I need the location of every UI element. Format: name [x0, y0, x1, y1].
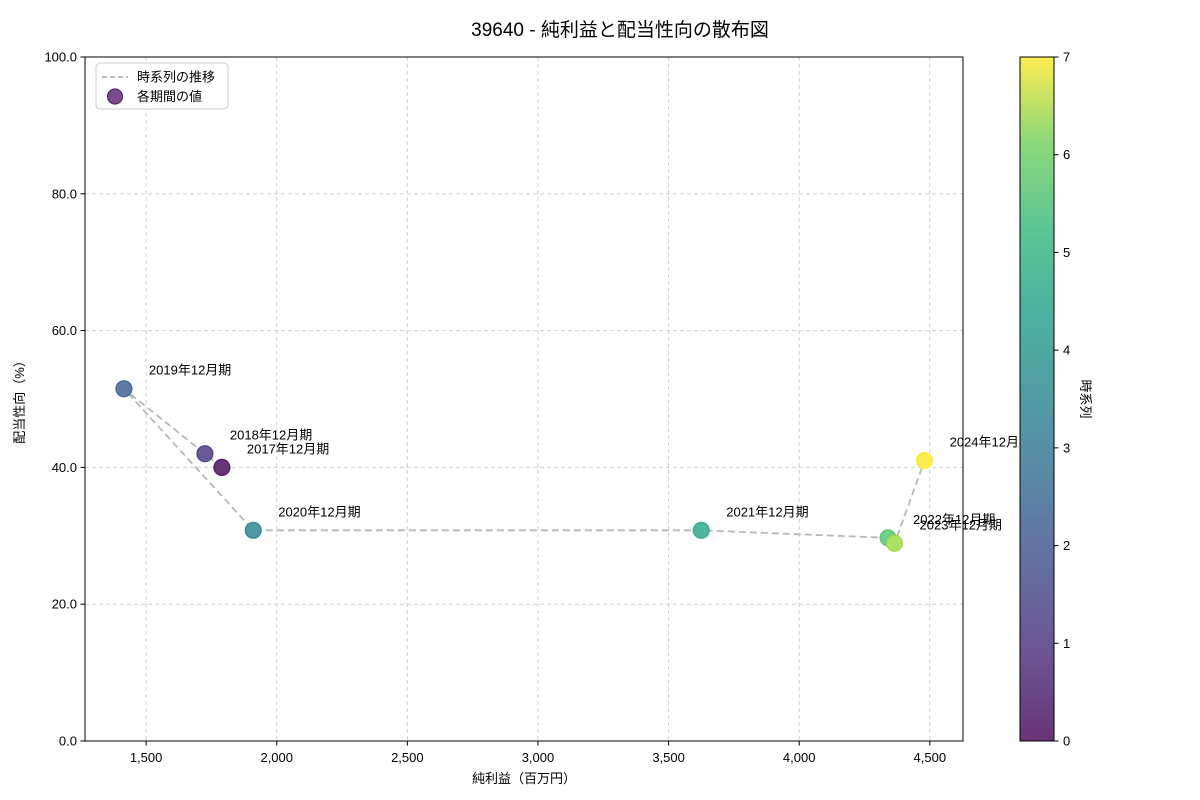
y-tick-label: 0.0	[59, 734, 77, 749]
data-point-2024	[915, 451, 934, 470]
data-point-2019	[115, 380, 133, 398]
data-point-2021	[692, 521, 710, 539]
colorbar-tick-label: 3	[1063, 440, 1070, 455]
x-tick-label: 2,000	[260, 750, 293, 765]
colorbar-tick-label: 7	[1063, 50, 1070, 65]
colorbar	[1019, 56, 1055, 742]
legend-label-line: 時系列の推移	[137, 70, 215, 85]
point-label-2020: 2020年12月期	[278, 504, 360, 519]
legend-box	[95, 62, 229, 110]
y-tick-label: 80.0	[52, 186, 77, 201]
x-tick-label: 1,500	[130, 750, 163, 765]
colorbar-tick-label: 5	[1063, 245, 1070, 260]
timeseries-line	[123, 388, 926, 545]
y-tick-label: 60.0	[52, 323, 77, 338]
point-label-2018: 2018年12月期	[230, 428, 312, 443]
y-axis-label: 配当性向（%）	[12, 354, 27, 444]
chart-title: 39640 - 純利益と配当性向の散布図	[471, 20, 769, 41]
data-point-2023	[885, 534, 904, 552]
data-point-2018	[196, 445, 214, 463]
x-tick-label: 3,000	[522, 750, 555, 765]
x-tick-label: 2,500	[391, 750, 424, 765]
x-axis-label: 純利益（百万円）	[471, 771, 576, 786]
y-tick-label: 40.0	[52, 460, 77, 475]
y-tick-label: 100.0	[44, 50, 77, 65]
colorbar-tick-label: 1	[1063, 636, 1070, 651]
plot-border	[84, 56, 964, 742]
colorbar-tick-label: 6	[1063, 147, 1070, 162]
point-label-2024: 2024年12月期	[950, 435, 1032, 450]
point-label-2022: 2022年12月期	[913, 512, 995, 527]
colorbar-tick-label: 4	[1063, 343, 1070, 358]
x-tick-label: 4,500	[914, 750, 947, 765]
point-label-2019: 2019年12月期	[149, 363, 231, 378]
point-label-2023: 2023年12月期	[920, 517, 1002, 532]
data-point-2020	[244, 521, 262, 539]
x-tick-label: 3,500	[652, 750, 685, 765]
colorbar-tick-label: 2	[1063, 538, 1070, 553]
colorbar-tick-label: 0	[1063, 734, 1070, 749]
point-label-2017: 2017年12月期	[247, 441, 329, 456]
data-point-2017	[213, 458, 231, 476]
point-label-2021: 2021年12月期	[726, 504, 808, 519]
colorbar-label: 時系列	[1078, 379, 1093, 419]
y-tick-label: 20.0	[52, 597, 77, 612]
x-tick-label: 4,000	[783, 750, 816, 765]
legend-marker-sample	[106, 88, 124, 105]
legend-label-marker: 各期間の値	[137, 89, 202, 104]
